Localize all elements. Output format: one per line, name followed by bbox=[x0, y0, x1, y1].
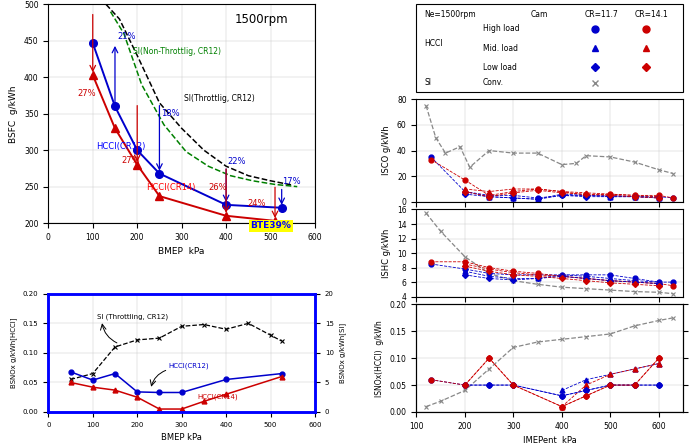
Text: 21%: 21% bbox=[117, 32, 136, 41]
Text: CR=11.7: CR=11.7 bbox=[584, 10, 618, 19]
Text: Low load: Low load bbox=[483, 62, 517, 72]
Text: 27%: 27% bbox=[121, 155, 140, 165]
X-axis label: BMEP kPa: BMEP kPa bbox=[161, 433, 202, 442]
Text: HCCI(CR14): HCCI(CR14) bbox=[197, 394, 238, 400]
Text: Conv.: Conv. bbox=[483, 78, 504, 87]
Text: HCCI(CR14): HCCI(CR14) bbox=[146, 183, 195, 192]
Text: Ne=1500rpm: Ne=1500rpm bbox=[424, 10, 476, 19]
Text: HCCI(CR12): HCCI(CR12) bbox=[168, 363, 209, 369]
Text: Cam: Cam bbox=[531, 10, 549, 19]
Y-axis label: BSFC  g/kWh: BSFC g/kWh bbox=[10, 85, 19, 143]
Y-axis label: ISNOx(HCCI)  g/kWh: ISNOx(HCCI) g/kWh bbox=[375, 320, 384, 396]
Y-axis label: BSNOx g/kWh[HCCI]: BSNOx g/kWh[HCCI] bbox=[10, 318, 17, 388]
Text: SI: SI bbox=[424, 78, 431, 87]
Text: CR=14.1: CR=14.1 bbox=[635, 10, 669, 19]
Y-axis label: ISCO g/kWh: ISCO g/kWh bbox=[382, 126, 391, 175]
Y-axis label: BSNOx g/kWh[SI]: BSNOx g/kWh[SI] bbox=[339, 323, 346, 383]
Text: 1500rpm: 1500rpm bbox=[235, 13, 288, 26]
Text: 17%: 17% bbox=[283, 178, 302, 187]
Text: 27%: 27% bbox=[77, 89, 96, 97]
Text: 26%: 26% bbox=[208, 183, 227, 192]
Y-axis label: ISHC g/kWh: ISHC g/kWh bbox=[382, 229, 391, 278]
Text: HCCI: HCCI bbox=[424, 39, 443, 48]
FancyBboxPatch shape bbox=[416, 4, 683, 92]
X-axis label: IMEPent  kPa: IMEPent kPa bbox=[523, 436, 577, 443]
Text: HCCI(CR12): HCCI(CR12) bbox=[97, 142, 146, 151]
Text: SI(Throttlig, CR12): SI(Throttlig, CR12) bbox=[184, 93, 255, 103]
Text: 22%: 22% bbox=[228, 157, 246, 166]
X-axis label: BMEP  kPa: BMEP kPa bbox=[159, 247, 205, 256]
Text: 18%: 18% bbox=[161, 109, 179, 118]
Text: Mid. load: Mid. load bbox=[483, 43, 518, 53]
Text: SI(Non-Throttlig, CR12): SI(Non-Throttlig, CR12) bbox=[132, 47, 221, 56]
Text: 24%: 24% bbox=[247, 198, 266, 208]
Text: High load: High load bbox=[483, 24, 520, 33]
Text: BTE39%: BTE39% bbox=[250, 221, 291, 230]
Text: SI (Throttling, CR12): SI (Throttling, CR12) bbox=[97, 314, 168, 320]
